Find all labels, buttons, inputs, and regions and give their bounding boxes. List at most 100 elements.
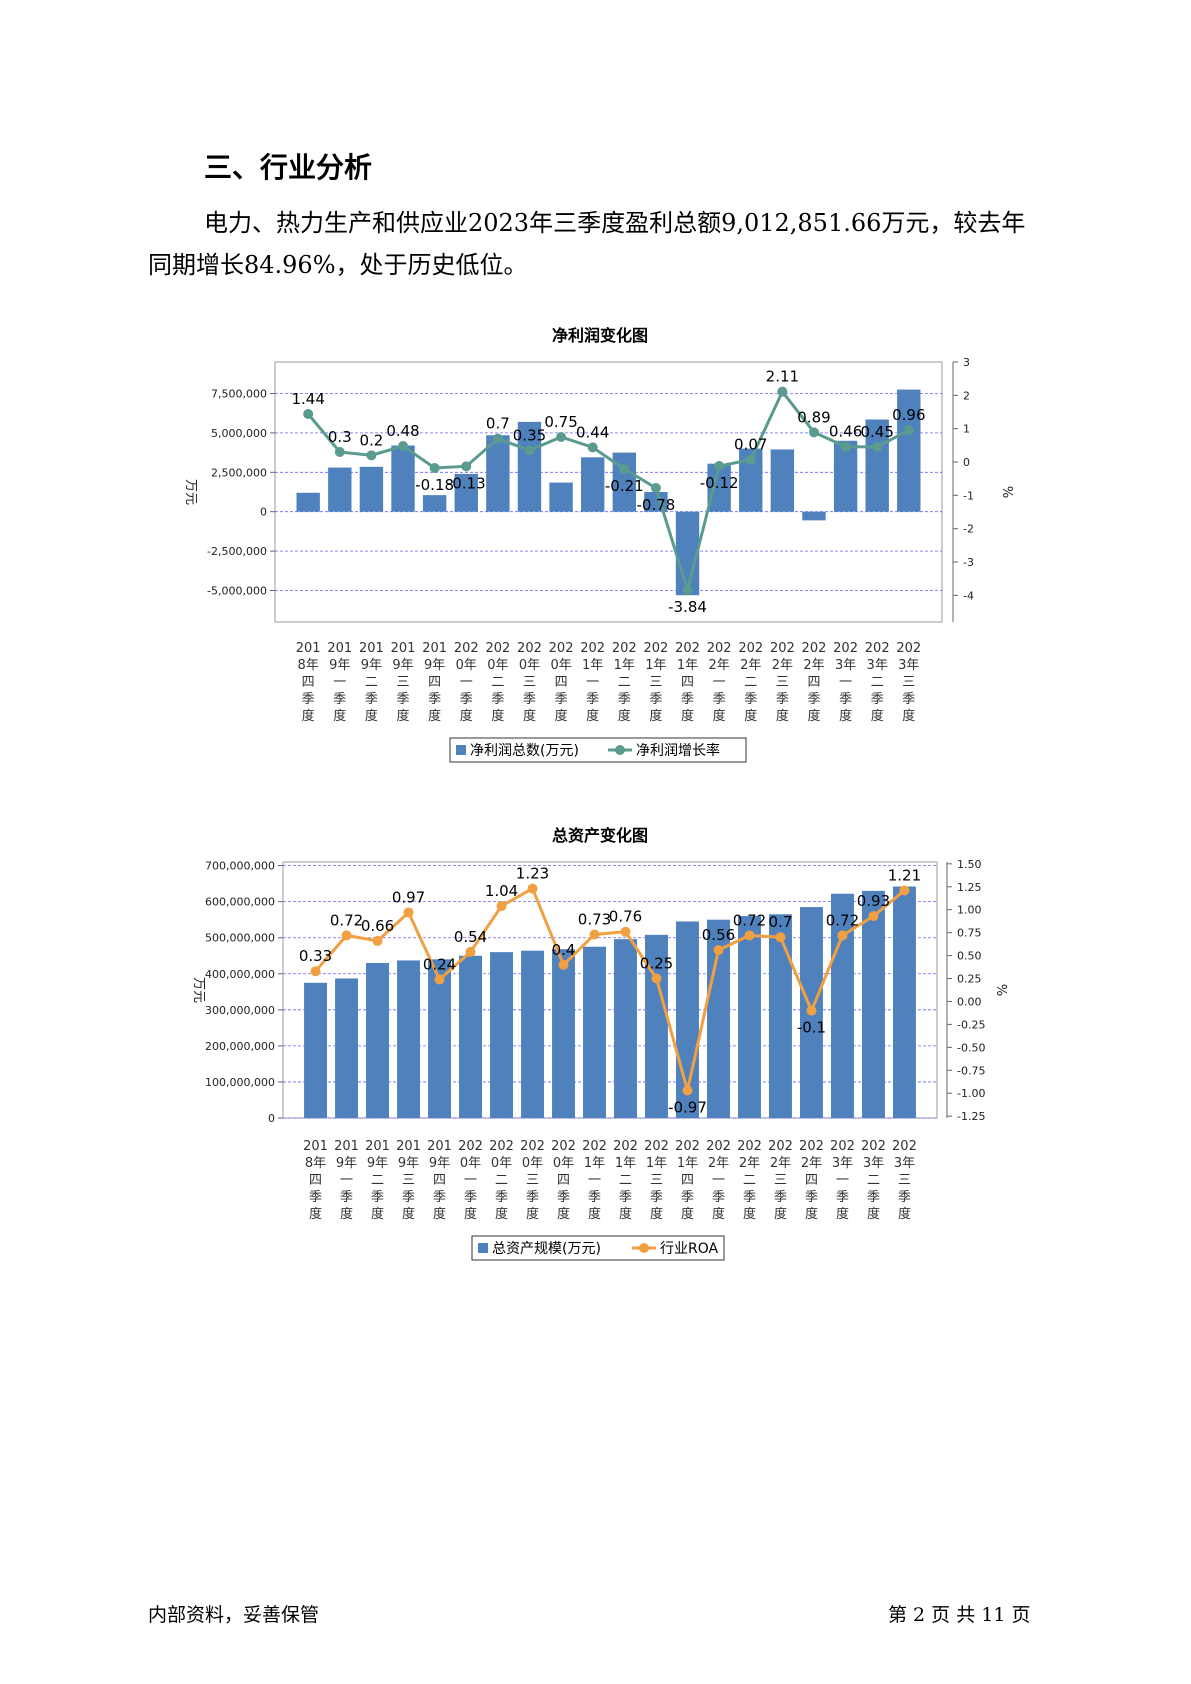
data-label: 0.89 (797, 408, 830, 426)
x-tick-label: 202 3年三季度 (896, 641, 921, 724)
line-point (868, 911, 879, 922)
y2-tick-label: 0.50 (957, 950, 982, 963)
data-label: 0.25 (640, 955, 673, 973)
x-tick-label: 202 2年一季度 (706, 1139, 731, 1222)
line-point (650, 483, 661, 493)
y-tick-label: 200,000,000 (205, 1040, 275, 1053)
bar (861, 890, 885, 1118)
legend-line-marker (615, 745, 625, 755)
x-tick-label: 202 2年二季度 (738, 641, 763, 724)
line-point (651, 973, 662, 984)
line-point (682, 1085, 693, 1096)
line-point (808, 427, 819, 438)
y2-axis-label: % (993, 984, 1008, 996)
summary-text: 电力、热力生产和供应业2023年三季度盈利总额9,012,851.66万元，较去… (148, 209, 1026, 279)
line-point (372, 935, 383, 946)
plot-frame (274, 361, 943, 623)
line-point (556, 432, 567, 442)
x-tick-label: 201 9年四季度 (422, 641, 447, 724)
x-tick-label: 202 2年三季度 (768, 1139, 793, 1222)
data-label: 0.54 (454, 928, 487, 946)
line-point (872, 442, 883, 452)
y-tick-label: 5,000,000 (211, 427, 267, 440)
line-point (303, 409, 314, 419)
x-tick-label: 202 1年一季度 (582, 1139, 607, 1222)
bar (490, 952, 513, 1118)
line-point (524, 445, 535, 456)
y-tick-label: 100,000,000 (205, 1076, 275, 1089)
y2-axis-label: % (999, 486, 1014, 498)
y2-tick-label: 1 (963, 423, 970, 436)
legend-line-label: 行业ROA (660, 1241, 719, 1257)
section-heading: 三、行业分析 (204, 151, 373, 184)
data-label: 0.75 (544, 413, 577, 431)
x-tick-label: 201 9年二季度 (359, 641, 384, 724)
legend-box (449, 737, 747, 763)
line-point (496, 901, 507, 912)
line-point (527, 883, 538, 894)
x-tick-label: 202 2年一季度 (707, 641, 732, 724)
x-tick-label: 201 9年三季度 (391, 641, 416, 724)
data-label: 1.21 (888, 866, 921, 884)
bar (459, 955, 482, 1118)
line-point (310, 966, 321, 977)
x-tick-label: 202 2年四季度 (799, 1139, 824, 1222)
legend-bar-label: 总资产规模(万元) (492, 1241, 601, 1257)
line-point (429, 463, 440, 473)
line-point (837, 930, 848, 941)
line-point (840, 441, 851, 452)
y-axis-label: 万元 (183, 479, 198, 505)
x-tick-label: 202 3年一季度 (833, 641, 858, 724)
y-tick-label: 600,000,000 (205, 896, 275, 909)
bar (770, 449, 795, 512)
data-label: 0.35 (513, 426, 546, 444)
x-tick-label: 202 0年一季度 (454, 641, 479, 724)
y2-tick-label: 0.25 (957, 973, 982, 986)
x-tick-label: 201 9年一季度 (334, 1139, 359, 1222)
y2-tick-label: -3 (963, 556, 974, 569)
bar (335, 978, 359, 1118)
series-line (314, 886, 906, 1091)
x-tick-label: 201 8年四季度 (296, 641, 321, 724)
data-label: 0.7 (769, 913, 793, 931)
bar (366, 962, 390, 1118)
data-label: 2.11 (766, 368, 799, 386)
x-tick-label: 202 3年三季度 (892, 1139, 917, 1222)
x-tick-label: 202 1年四季度 (675, 641, 700, 724)
x-tick-label: 201 8年四季度 (303, 1139, 328, 1222)
x-tick-label: 201 9年三季度 (396, 1139, 421, 1222)
y-tick-label: -2,500,000 (207, 545, 267, 558)
data-label: -0.97 (668, 1098, 707, 1116)
series-line (307, 388, 910, 596)
y-axis-label: 万元 (191, 977, 206, 1003)
bar (552, 949, 575, 1118)
y2-tick-label: 0.75 (957, 927, 982, 940)
bar (614, 939, 637, 1118)
line-point (403, 907, 414, 918)
y-tick-label: 400,000,000 (205, 968, 275, 981)
x-tick-label: 202 1年四季度 (675, 1139, 700, 1222)
x-tick-label: 202 0年一季度 (458, 1139, 483, 1222)
y2-tick-label: -0.50 (957, 1041, 985, 1054)
legend-box (471, 1235, 725, 1261)
x-tick-label: 202 3年二季度 (865, 641, 890, 724)
bar (397, 960, 420, 1118)
bar (428, 959, 451, 1118)
x-tick-label: 202 0年四季度 (549, 641, 574, 724)
line-point (334, 447, 345, 457)
bar (769, 914, 792, 1118)
data-label: 0.96 (892, 406, 925, 424)
y2-tick-label: -1.00 (957, 1087, 985, 1100)
data-label: 0.46 (829, 423, 862, 441)
y-tick-label: 500,000,000 (205, 932, 275, 945)
data-label: 0.07 (734, 436, 767, 454)
line-point (744, 930, 755, 941)
y2-tick-label: 1.00 (957, 904, 982, 917)
x-tick-label: 202 3年一季度 (830, 1139, 855, 1222)
data-label: 1.44 (291, 390, 324, 408)
y2-tick-label: -1.25 (957, 1110, 985, 1123)
legend-bar-label: 净利润总数(万元) (470, 743, 579, 759)
y2-tick-label: 1.25 (957, 881, 982, 894)
line-point (619, 464, 630, 474)
line-point (341, 930, 352, 941)
